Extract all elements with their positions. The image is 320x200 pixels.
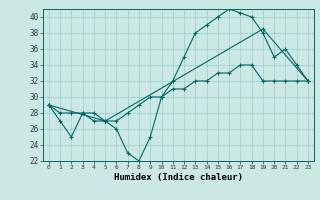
X-axis label: Humidex (Indice chaleur): Humidex (Indice chaleur): [114, 173, 243, 182]
